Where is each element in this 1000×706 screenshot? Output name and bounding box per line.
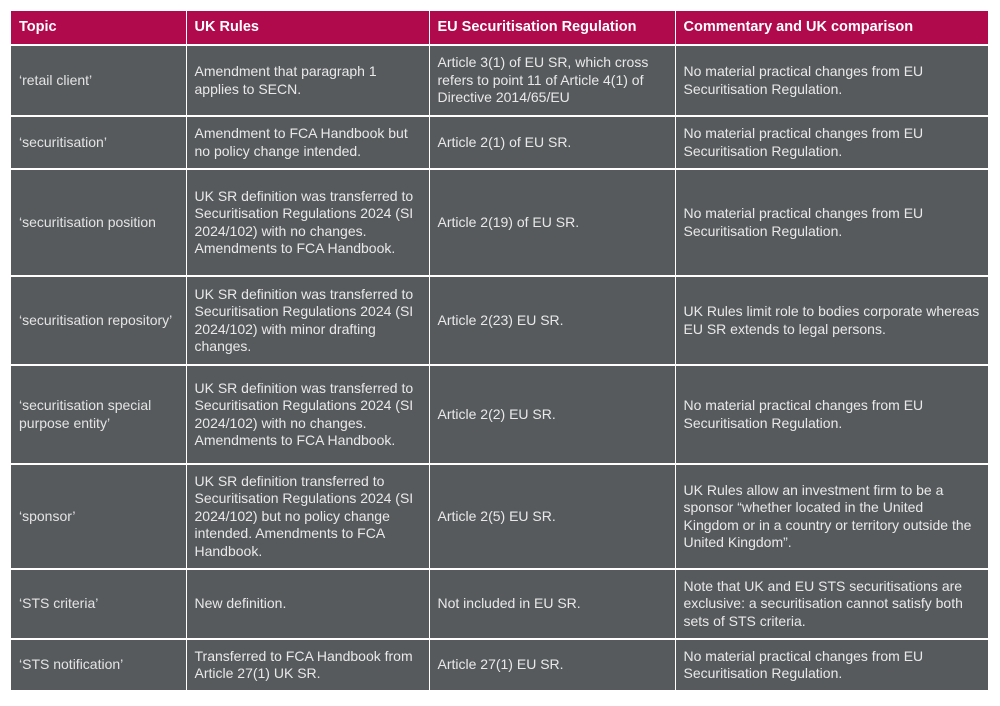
cell-topic: ‘securitisation repository’ xyxy=(11,276,187,366)
cell-uk-rules: Amendment that paragraph 1 applies to SE… xyxy=(186,45,430,117)
cell-commentary: UK Rules allow an investment firm to be … xyxy=(675,464,988,570)
cell-commentary: UK Rules limit role to bodies corporate … xyxy=(675,276,988,366)
table-row: ‘securitisation position UK SR definitio… xyxy=(11,169,988,277)
cell-topic: ‘securitisation position xyxy=(11,169,187,277)
cell-uk-rules: UK SR definition was transferred to Secu… xyxy=(186,365,430,465)
table-row: ‘sponsor’ UK SR definition transferred t… xyxy=(11,464,988,570)
cell-commentary: No material practical changes from EU Se… xyxy=(675,45,988,117)
cell-topic: ‘sponsor’ xyxy=(11,464,187,570)
cell-eu-sr: Article 2(2) EU SR. xyxy=(429,365,676,465)
table-header-row: Topic UK Rules EU Securitisation Regulat… xyxy=(11,11,988,46)
header-eu-sr: EU Securitisation Regulation xyxy=(429,11,676,46)
cell-uk-rules: New definition. xyxy=(186,569,430,640)
table-row: ‘securitisation’ Amendment to FCA Handbo… xyxy=(11,116,988,170)
cell-uk-rules: Transferred to FCA Handbook from Article… xyxy=(186,639,430,692)
header-uk-rules: UK Rules xyxy=(186,11,430,46)
cell-uk-rules: UK SR definition was transferred to Secu… xyxy=(186,169,430,277)
cell-eu-sr: Not included in EU SR. xyxy=(429,569,676,640)
cell-commentary: Note that UK and EU STS securitisations … xyxy=(675,569,988,640)
table-row: ‘STS notification’ Transferred to FCA Ha… xyxy=(11,639,988,692)
cell-commentary: No material practical changes from EU Se… xyxy=(675,639,988,692)
table-row: ‘STS criteria’ New definition. Not inclu… xyxy=(11,569,988,640)
cell-topic: ‘retail client’ xyxy=(11,45,187,117)
comparison-table-wrapper: Topic UK Rules EU Securitisation Regulat… xyxy=(11,11,988,692)
cell-eu-sr: Article 2(19) of EU SR. xyxy=(429,169,676,277)
cell-commentary: No material practical changes from EU Se… xyxy=(675,365,988,465)
table-row: ‘retail client’ Amendment that paragraph… xyxy=(11,45,988,117)
cell-topic: ‘securitisation special purpose entity’ xyxy=(11,365,187,465)
cell-topic: ‘STS notification’ xyxy=(11,639,187,692)
cell-eu-sr: Article 2(23) EU SR. xyxy=(429,276,676,366)
definitions-comparison-table: Topic UK Rules EU Securitisation Regulat… xyxy=(11,11,988,692)
cell-eu-sr: Article 2(1) of EU SR. xyxy=(429,116,676,170)
table-row: ‘securitisation special purpose entity’ … xyxy=(11,365,988,465)
header-commentary: Commentary and UK comparison xyxy=(675,11,988,46)
cell-uk-rules: Amendment to FCA Handbook but no policy … xyxy=(186,116,430,170)
cell-commentary: No material practical changes from EU Se… xyxy=(675,116,988,170)
cell-eu-sr: Article 27(1) EU SR. xyxy=(429,639,676,692)
cell-uk-rules: UK SR definition transferred to Securiti… xyxy=(186,464,430,570)
cell-topic: ‘STS criteria’ xyxy=(11,569,187,640)
cell-eu-sr: Article 3(1) of EU SR, which cross refer… xyxy=(429,45,676,117)
cell-commentary: No material practical changes from EU Se… xyxy=(675,169,988,277)
cell-topic: ‘securitisation’ xyxy=(11,116,187,170)
header-topic: Topic xyxy=(11,11,187,46)
table-row: ‘securitisation repository’ UK SR defini… xyxy=(11,276,988,366)
cell-eu-sr: Article 2(5) EU SR. xyxy=(429,464,676,570)
cell-uk-rules: UK SR definition was transferred to Secu… xyxy=(186,276,430,366)
